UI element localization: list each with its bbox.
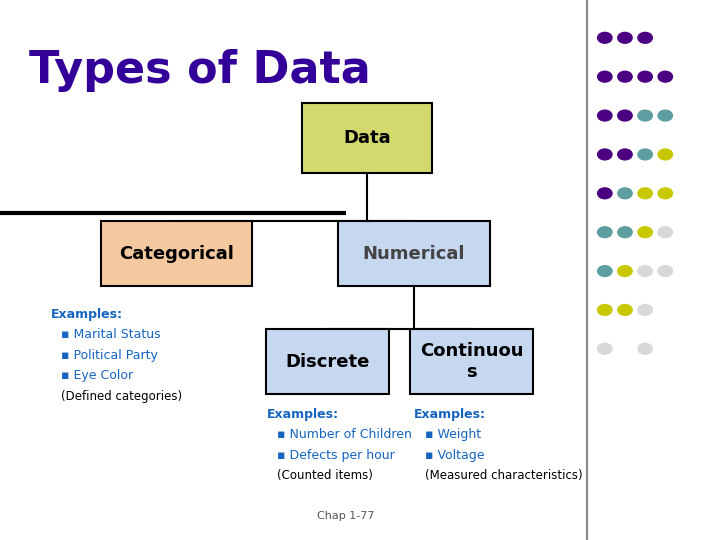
Text: Types of Data: Types of Data: [29, 49, 371, 92]
FancyBboxPatch shape: [410, 329, 533, 394]
Text: Data: Data: [343, 129, 391, 147]
Circle shape: [638, 227, 652, 238]
Text: Examples:: Examples:: [50, 308, 122, 321]
Circle shape: [598, 343, 612, 354]
FancyBboxPatch shape: [302, 103, 432, 173]
Text: ▪ Eye Color: ▪ Eye Color: [61, 369, 133, 382]
Circle shape: [618, 149, 632, 160]
Text: Numerical: Numerical: [363, 245, 465, 263]
Circle shape: [618, 227, 632, 238]
Circle shape: [658, 227, 672, 238]
Circle shape: [638, 266, 652, 276]
Text: ▪ Marital Status: ▪ Marital Status: [61, 328, 161, 341]
Text: Chap 1-77: Chap 1-77: [317, 511, 374, 521]
Circle shape: [638, 343, 652, 354]
FancyBboxPatch shape: [338, 221, 490, 286]
Circle shape: [658, 110, 672, 121]
Circle shape: [598, 110, 612, 121]
Text: ▪ Defects per hour: ▪ Defects per hour: [277, 449, 395, 462]
Circle shape: [618, 32, 632, 43]
Circle shape: [598, 32, 612, 43]
Text: (Counted items): (Counted items): [277, 469, 373, 482]
Circle shape: [618, 110, 632, 121]
Text: (Defined categories): (Defined categories): [61, 390, 182, 403]
Circle shape: [618, 266, 632, 276]
Text: (Measured characteristics): (Measured characteristics): [425, 469, 582, 482]
Text: ▪ Voltage: ▪ Voltage: [425, 449, 485, 462]
Circle shape: [638, 32, 652, 43]
Circle shape: [598, 266, 612, 276]
Circle shape: [598, 149, 612, 160]
Circle shape: [658, 71, 672, 82]
Circle shape: [658, 266, 672, 276]
Text: ▪ Political Party: ▪ Political Party: [61, 349, 158, 362]
Circle shape: [658, 188, 672, 199]
Circle shape: [638, 110, 652, 121]
Text: ▪ Weight: ▪ Weight: [425, 428, 481, 441]
Circle shape: [618, 71, 632, 82]
Circle shape: [638, 149, 652, 160]
Circle shape: [598, 188, 612, 199]
FancyBboxPatch shape: [266, 329, 389, 394]
Text: Continuou
s: Continuou s: [420, 342, 523, 381]
Circle shape: [598, 305, 612, 315]
Circle shape: [598, 71, 612, 82]
Circle shape: [638, 71, 652, 82]
Circle shape: [658, 149, 672, 160]
Circle shape: [598, 227, 612, 238]
Circle shape: [638, 305, 652, 315]
Circle shape: [618, 305, 632, 315]
Text: Examples:: Examples:: [266, 408, 338, 421]
Circle shape: [638, 188, 652, 199]
Text: Discrete: Discrete: [285, 353, 370, 371]
FancyBboxPatch shape: [101, 221, 252, 286]
Text: ▪ Number of Children: ▪ Number of Children: [277, 428, 412, 441]
Text: Categorical: Categorical: [119, 245, 234, 263]
Circle shape: [618, 188, 632, 199]
Text: Examples:: Examples:: [414, 408, 486, 421]
